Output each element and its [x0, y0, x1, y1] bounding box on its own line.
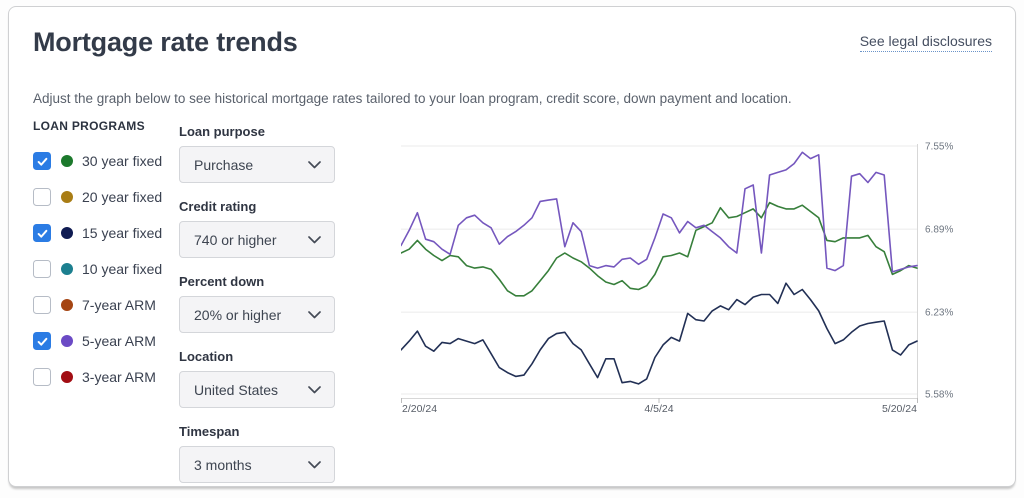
select-value: 740 or higher: [194, 231, 277, 248]
chevron-down-icon: [308, 385, 321, 393]
checkmark-icon: [37, 157, 47, 166]
loan-program-row: 7-year ARM: [33, 287, 173, 323]
checkbox-15-year-fixed[interactable]: [33, 224, 51, 242]
loan-program-row: 5-year ARM: [33, 323, 173, 359]
series-color-dot-15-year-fixed: [61, 227, 73, 239]
loan-program-label: 7-year ARM: [82, 297, 156, 313]
series-line-30-year-fixed: [400, 201, 918, 297]
page-title: Mortgage rate trends: [33, 27, 298, 57]
checkbox-30-year-fixed[interactable]: [33, 152, 51, 170]
series-line-5-year-arm: [400, 151, 918, 273]
checkmark-icon: [37, 229, 47, 238]
select-value: Purchase: [194, 156, 254, 173]
series-color-dot-10-year-fixed: [61, 263, 73, 275]
chevron-down-icon: [308, 460, 321, 468]
filter-group-location: Location United States: [179, 349, 335, 408]
legal-disclosures-link[interactable]: See legal disclosures: [859, 33, 992, 52]
page-subtitle: Adjust the graph below to see historical…: [33, 91, 792, 106]
chart-y-tick-label: 7.55%: [925, 142, 953, 153]
series-color-dot-30-year-fixed: [61, 155, 73, 167]
chart-y-tick-label: 6.23%: [925, 308, 953, 319]
series-color-dot-7-year-arm: [61, 299, 73, 311]
loan-program-label: 5-year ARM: [82, 333, 156, 349]
chart-x-tick-label: 2/20/24: [402, 403, 437, 415]
rate-chart-svg: 7.55% 6.89% 6.23% 5.58% 2/20/24 4/5/24 5/20/24: [400, 142, 953, 415]
filter-group-credit-rating: Credit rating 740 or higher: [179, 199, 335, 258]
loan-program-label: 10 year fixed: [82, 261, 163, 277]
loan-program-row: 3-year ARM: [33, 359, 173, 395]
checkbox-10-year-fixed[interactable]: [33, 260, 51, 278]
series-line-15-year-fixed: [400, 282, 918, 385]
rate-trends-chart: 7.55% 6.89% 6.23% 5.58% 2/20/24 4/5/24 5/20/24: [400, 131, 1001, 423]
filter-group-timespan: Timespan 3 months: [179, 424, 335, 483]
loan-program-row: 15 year fixed: [33, 215, 173, 251]
mortgage-rate-trends-card: Mortgage rate trends See legal disclosur…: [8, 6, 1016, 487]
checkbox-3-year-arm[interactable]: [33, 368, 51, 386]
select-value: United States: [194, 381, 279, 398]
filter-label: Percent down: [179, 274, 265, 289]
select-percent-down[interactable]: 20% or higher: [179, 296, 335, 333]
loan-program-label: 3-year ARM: [82, 369, 156, 385]
series-color-dot-20-year-fixed: [61, 191, 73, 203]
select-location[interactable]: United States: [179, 371, 335, 408]
loan-program-label: 20 year fixed: [82, 189, 163, 205]
loan-programs-heading: LOAN PROGRAMS: [33, 119, 145, 133]
loan-program-label: 30 year fixed: [82, 153, 163, 169]
filter-label: Loan purpose: [179, 124, 265, 139]
select-credit-rating[interactable]: 740 or higher: [179, 221, 335, 258]
loan-program-row: 10 year fixed: [33, 251, 173, 287]
loan-program-row: 20 year fixed: [33, 179, 173, 215]
loan-program-label: 15 year fixed: [82, 225, 163, 241]
loan-programs-panel: LOAN PROGRAMS 30 year fixed 20 year fixed…: [33, 119, 173, 395]
chart-y-tick-label: 6.89%: [925, 225, 953, 236]
filter-label: Credit rating: [179, 199, 257, 214]
chevron-down-icon: [308, 160, 321, 168]
checkmark-icon: [37, 337, 47, 346]
select-timespan[interactable]: 3 months: [179, 446, 335, 483]
loan-program-row: 30 year fixed: [33, 143, 173, 179]
series-color-dot-3-year-arm: [61, 371, 73, 383]
loan-programs-list: 30 year fixed 20 year fixed 15 year fixed 1…: [33, 143, 173, 395]
chevron-down-icon: [308, 235, 321, 243]
chart-x-tick-label: 4/5/24: [644, 403, 673, 415]
select-value: 20% or higher: [194, 306, 282, 323]
select-value: 3 months: [194, 456, 252, 473]
checkbox-20-year-fixed[interactable]: [33, 188, 51, 206]
chart-x-tick-label: 5/20/24: [882, 403, 917, 415]
select-loan-purpose[interactable]: Purchase: [179, 146, 335, 183]
checkbox-5-year-arm[interactable]: [33, 332, 51, 350]
filter-group-loan-purpose: Loan purpose Purchase: [179, 124, 335, 183]
chart-y-tick-label: 5.58%: [925, 390, 953, 401]
filter-group-percent-down: Percent down 20% or higher: [179, 274, 335, 333]
checkbox-7-year-arm[interactable]: [33, 296, 51, 314]
filter-label: Timespan: [179, 424, 240, 439]
filter-label: Location: [179, 349, 234, 364]
filters-panel: Loan purpose Purchase Credit rating 740 or …: [179, 124, 335, 498]
chevron-down-icon: [308, 310, 321, 318]
series-color-dot-5-year-arm: [61, 335, 73, 347]
